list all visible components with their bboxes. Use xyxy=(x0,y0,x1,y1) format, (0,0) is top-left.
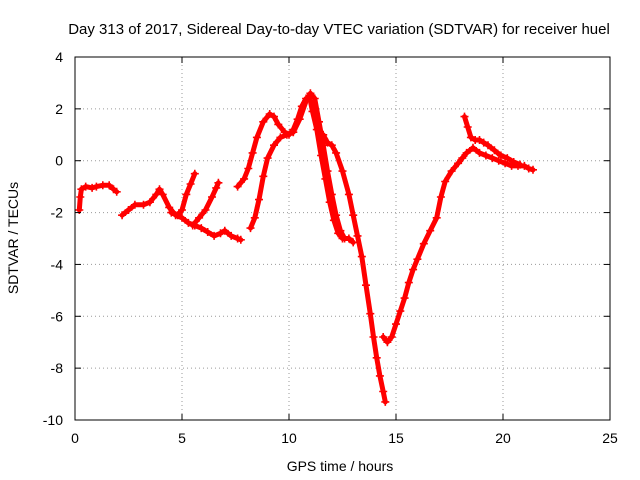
y-tick-label: -4 xyxy=(51,256,64,272)
y-tick-label: 4 xyxy=(55,49,63,65)
plus-markers xyxy=(167,169,199,220)
plus-markers xyxy=(379,143,537,347)
series-track-c xyxy=(167,169,199,220)
x-tick-label: 20 xyxy=(495,430,511,446)
y-tick-label: 2 xyxy=(55,101,63,117)
plus-markers xyxy=(319,130,390,406)
x-axis-label: GPS time / hours xyxy=(287,458,394,474)
y-tick-labels: -10 -8 -6 -4 -2 0 2 4 xyxy=(43,49,63,428)
series-track-d xyxy=(188,178,223,230)
plus-markers xyxy=(246,89,349,243)
x-tick-label: 0 xyxy=(71,430,79,446)
series-trace xyxy=(380,145,536,345)
y-tick-label: -10 xyxy=(43,412,63,428)
series-track-g xyxy=(319,130,390,406)
grid-lines xyxy=(75,57,610,420)
plus-markers xyxy=(188,178,223,230)
plus-markers xyxy=(460,112,525,169)
x-tick-label: 15 xyxy=(388,430,404,446)
y-tick-label: 0 xyxy=(55,153,63,169)
x-tick-label: 10 xyxy=(281,430,297,446)
plot-frame xyxy=(74,56,611,421)
chart-title: Day 313 of 2017, Sidereal Day-to-day VTE… xyxy=(68,21,610,38)
series-track-f xyxy=(246,89,349,243)
y-tick-label: -8 xyxy=(51,360,64,376)
x-tick-label: 25 xyxy=(602,430,618,446)
series-track-i xyxy=(460,112,525,169)
series-trace xyxy=(190,180,221,228)
series-track-h xyxy=(379,143,537,347)
series-track-b xyxy=(118,185,245,244)
data-series xyxy=(75,89,537,406)
series-trace xyxy=(320,132,388,405)
series-track-a xyxy=(75,181,121,214)
x-tick-labels: 0 5 10 15 20 25 xyxy=(71,430,618,446)
y-axis-label: SDTVAR / TECUs xyxy=(5,182,21,294)
x-tick-label: 5 xyxy=(178,430,186,446)
plus-markers xyxy=(75,181,121,214)
axis-ticks xyxy=(74,56,611,421)
y-tick-label: -2 xyxy=(51,205,64,221)
y-tick-label: -6 xyxy=(51,308,64,324)
